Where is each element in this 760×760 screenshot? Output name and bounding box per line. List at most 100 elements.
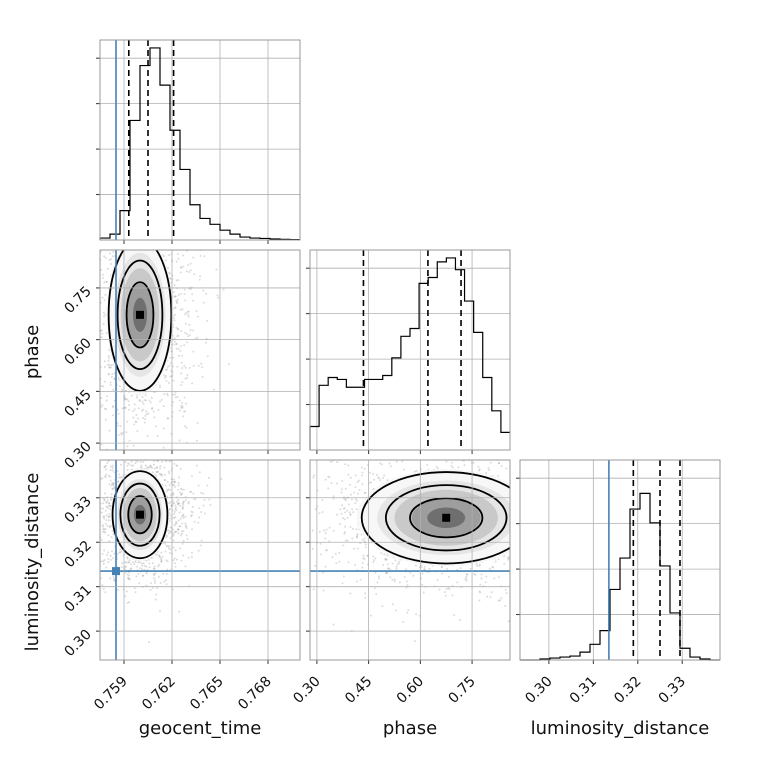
sample-point [482, 429, 484, 431]
sample-point [55, 338, 57, 340]
sample-point [363, 558, 366, 561]
sample-point [107, 507, 110, 510]
sample-point [86, 320, 88, 322]
sample-point [187, 501, 190, 504]
panel-geocent-time-vs-luminosity-distance-frame [99, 459, 301, 661]
sample-point [121, 423, 123, 425]
sample-point [383, 474, 386, 477]
sample-point [154, 243, 156, 245]
sample-point [176, 395, 179, 398]
sample-point [109, 381, 112, 384]
sample-point [149, 582, 152, 585]
sample-point [112, 405, 115, 408]
sample-point [176, 327, 179, 330]
sample-point [393, 578, 396, 581]
sample-point [195, 228, 197, 230]
sample-point [103, 448, 105, 450]
sample-point [189, 329, 192, 332]
sample-point [160, 559, 163, 562]
sample-point [93, 291, 95, 293]
sample-point [91, 412, 93, 414]
sample-point [180, 487, 183, 490]
sample-point [110, 375, 113, 378]
panel-geocent-time-vs-phase-content [55, 208, 230, 450]
sample-point [516, 560, 518, 562]
sample-point [160, 474, 163, 477]
sample-point [75, 532, 77, 534]
sample-point [162, 446, 165, 449]
sample-point [105, 212, 107, 214]
sample-point [177, 528, 180, 531]
sample-point [544, 452, 546, 454]
sample-point [148, 399, 151, 402]
sample-point [339, 508, 342, 511]
sample-point [145, 467, 148, 470]
sample-point [81, 310, 83, 312]
sample-point [179, 517, 182, 520]
sample-point [388, 440, 390, 442]
sample-point [186, 235, 188, 237]
sample-point [203, 255, 206, 258]
sample-point [405, 580, 408, 583]
sample-point [350, 493, 353, 496]
sample-point [177, 498, 180, 501]
sample-point [153, 416, 156, 419]
sample-point [406, 611, 409, 614]
sample-point [409, 571, 412, 574]
sample-point [174, 531, 177, 534]
sample-point [526, 511, 528, 513]
sample-point [111, 255, 114, 258]
sample-point [566, 562, 568, 564]
sample-point [103, 380, 106, 383]
sample-point [577, 441, 579, 443]
sample-point [95, 556, 97, 558]
sample-point [143, 222, 145, 224]
sample-point [188, 323, 191, 326]
sample-point [129, 567, 132, 570]
sample-point [414, 412, 416, 414]
sample-point [176, 253, 179, 256]
sample-point [181, 492, 184, 495]
sample-point [480, 573, 483, 576]
sample-point [112, 576, 115, 579]
sample-point [182, 453, 184, 455]
sample-point [362, 557, 365, 560]
sample-point [193, 520, 196, 523]
sample-point [569, 538, 571, 540]
sample-point [80, 316, 82, 318]
sample-point [163, 374, 166, 377]
sample-point [176, 502, 179, 505]
sample-point [150, 454, 152, 456]
sample-point [545, 490, 547, 492]
sample-point [127, 462, 130, 465]
sample-point [106, 229, 108, 231]
sample-point [533, 521, 535, 523]
sample-point [155, 593, 158, 596]
sample-point [579, 486, 581, 488]
sample-point [163, 208, 165, 210]
sample-point [192, 364, 195, 367]
sample-point [177, 528, 180, 531]
sample-point [108, 512, 111, 515]
sample-point [522, 451, 524, 453]
sample-point [180, 534, 183, 537]
sample-point [182, 503, 185, 506]
sample-point [581, 521, 583, 523]
sample-point [313, 474, 316, 477]
sample-point [76, 322, 78, 324]
sample-point [75, 570, 77, 572]
sample-point [165, 490, 168, 493]
sample-point [474, 573, 477, 576]
sample-point [363, 540, 366, 543]
sample-point [347, 464, 350, 467]
sample-point [518, 435, 520, 437]
sample-point [180, 266, 183, 269]
sample-point [209, 437, 211, 439]
sample-point [178, 610, 181, 613]
sample-point [616, 484, 618, 486]
sample-point [167, 529, 170, 532]
sample-point [391, 603, 394, 606]
sample-point [112, 237, 114, 239]
sample-point [373, 478, 376, 481]
sample-point [201, 375, 204, 378]
